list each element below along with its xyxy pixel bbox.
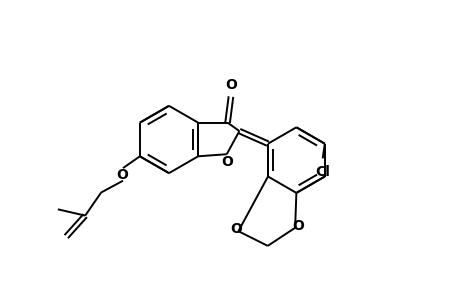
Text: O: O	[224, 78, 236, 92]
Text: O: O	[116, 168, 128, 182]
Text: Cl: Cl	[314, 165, 330, 179]
Text: O: O	[221, 155, 233, 169]
Text: O: O	[292, 219, 304, 233]
Text: O: O	[230, 222, 242, 236]
